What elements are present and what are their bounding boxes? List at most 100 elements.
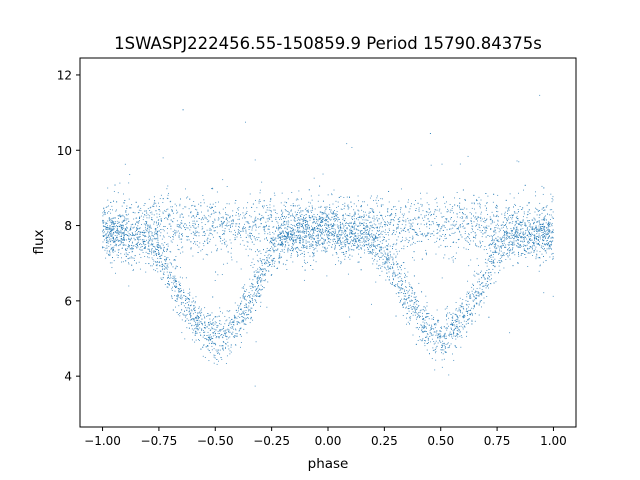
data-point	[313, 228, 315, 230]
data-point	[424, 342, 426, 344]
data-point	[232, 219, 234, 220]
data-point	[526, 244, 528, 246]
data-point	[228, 221, 230, 223]
data-point	[511, 233, 513, 235]
data-point	[435, 359, 437, 361]
data-point	[444, 347, 446, 349]
data-point	[106, 227, 108, 228]
data-point	[105, 223, 107, 224]
data-point	[139, 243, 141, 245]
data-point	[443, 333, 445, 335]
data-point	[276, 226, 277, 228]
data-point	[373, 200, 375, 202]
data-point	[365, 232, 367, 234]
data-point	[532, 229, 534, 231]
data-point	[501, 237, 503, 239]
data-point	[408, 297, 410, 299]
data-point	[238, 226, 239, 228]
data-point	[336, 218, 337, 220]
data-point	[213, 324, 215, 326]
data-point	[194, 224, 196, 226]
data-point	[388, 234, 389, 236]
data-point	[278, 242, 280, 244]
data-point	[465, 309, 467, 311]
data-point	[274, 250, 276, 252]
data-point	[455, 309, 457, 311]
data-point	[536, 214, 538, 216]
data-point	[231, 322, 233, 324]
data-point	[303, 239, 305, 241]
data-point	[135, 233, 137, 235]
data-point	[175, 230, 177, 232]
data-point	[528, 231, 530, 233]
data-point	[334, 238, 336, 240]
data-point	[458, 322, 460, 324]
data-point	[446, 245, 448, 247]
data-point	[284, 241, 286, 243]
data-point	[356, 237, 358, 239]
data-point	[537, 231, 538, 233]
data-point	[256, 272, 258, 273]
data-point	[271, 239, 273, 241]
data-point	[311, 227, 313, 229]
data-point	[303, 218, 305, 220]
data-point	[188, 307, 190, 309]
data-point	[507, 256, 509, 258]
data-point	[229, 215, 231, 217]
data-point	[457, 318, 459, 320]
data-point	[399, 266, 401, 268]
data-point	[365, 223, 367, 224]
data-point	[208, 328, 210, 330]
data-point	[137, 246, 139, 248]
data-point	[270, 255, 272, 257]
data-point	[220, 345, 222, 347]
data-point	[115, 236, 117, 238]
data-point	[417, 217, 419, 219]
data-point	[167, 277, 169, 279]
data-point	[312, 236, 314, 238]
data-point	[415, 200, 416, 202]
data-point	[320, 218, 322, 220]
data-point	[288, 231, 290, 233]
data-point	[204, 338, 206, 340]
data-point	[324, 206, 326, 208]
data-point	[180, 288, 182, 289]
data-point	[123, 233, 125, 235]
data-point	[230, 324, 232, 326]
data-point	[289, 240, 291, 242]
data-point	[229, 239, 231, 241]
data-point	[187, 196, 189, 198]
data-point	[477, 264, 479, 266]
data-point	[214, 334, 216, 336]
data-point	[311, 199, 313, 201]
data-point	[180, 302, 182, 304]
data-point	[541, 224, 543, 225]
data-point	[418, 217, 420, 219]
data-point	[441, 347, 442, 348]
data-point	[395, 248, 397, 250]
data-point	[246, 241, 248, 243]
data-point	[155, 228, 157, 230]
data-point	[461, 223, 463, 225]
data-point	[489, 283, 491, 284]
data-point	[394, 285, 396, 287]
data-point	[522, 219, 524, 221]
data-point	[431, 334, 433, 336]
data-point	[269, 219, 271, 220]
data-point	[398, 250, 400, 252]
data-point	[447, 220, 449, 222]
data-point	[550, 218, 551, 220]
data-point	[341, 232, 343, 234]
data-point	[437, 342, 439, 344]
data-point	[246, 332, 248, 334]
data-point	[158, 206, 160, 207]
data-point	[538, 270, 540, 272]
data-point	[143, 216, 145, 218]
data-point	[434, 369, 436, 371]
data-point	[349, 233, 351, 235]
data-point	[147, 256, 148, 258]
data-point	[176, 231, 178, 233]
data-point	[198, 339, 199, 340]
data-point	[249, 193, 251, 195]
data-point	[351, 217, 353, 219]
